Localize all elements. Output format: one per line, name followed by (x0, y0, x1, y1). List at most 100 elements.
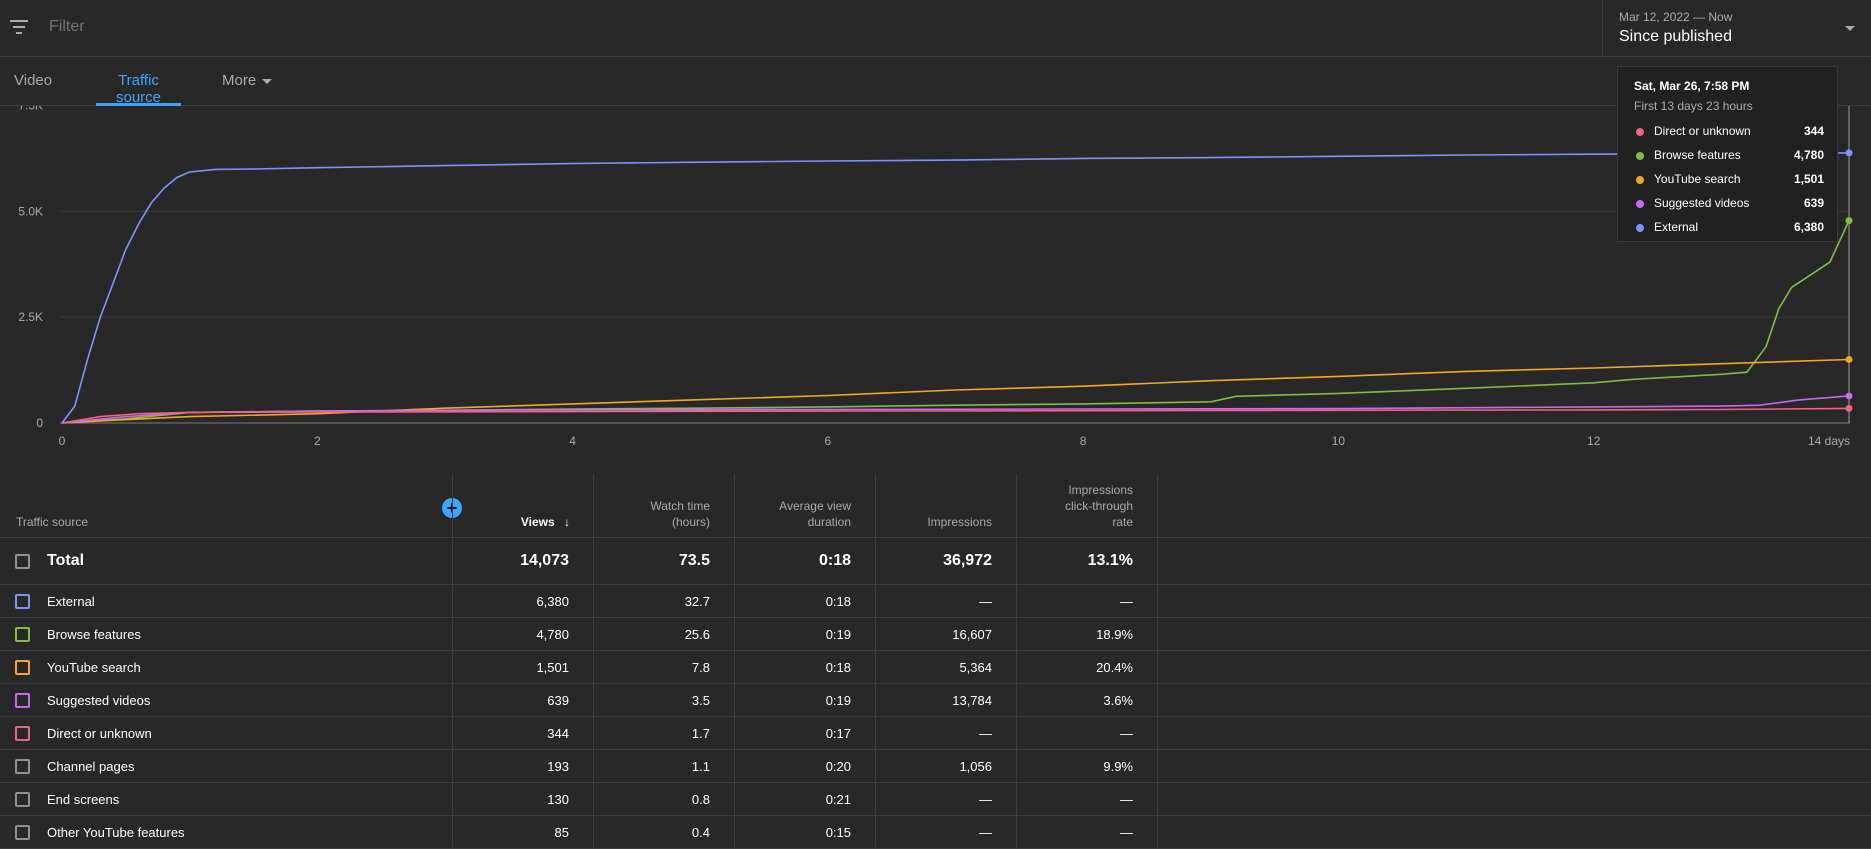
legend-dot (1636, 200, 1644, 208)
series-end-marker (1845, 355, 1853, 363)
row-name: Suggested videos (47, 693, 151, 708)
row-checkbox[interactable] (15, 825, 30, 840)
cell-ctr: 13.1% (1087, 552, 1133, 569)
cell-ctr: 20.4% (1096, 660, 1133, 675)
column-divider (875, 474, 876, 847)
tab-label: Video (14, 72, 53, 89)
date-range-label: Since published (1619, 28, 1732, 45)
x-tick-label: 0 (59, 434, 66, 448)
header-line: rate (1112, 515, 1133, 529)
x-tick-label: 12 (1587, 434, 1601, 448)
header-impressions[interactable]: Impressions (927, 515, 992, 529)
header-watch-time[interactable]: Watch time (hours) (590, 498, 710, 530)
row-name: Browse features (47, 627, 141, 642)
series-line (61, 152, 1850, 424)
date-range-dropdown[interactable]: Mar 12, 2022 — Now Since published (1602, 0, 1871, 57)
tooltip-row-name: Browse features (1654, 148, 1741, 162)
cell-watch-time: 73.5 (678, 552, 710, 569)
tab-traffic-source[interactable]: Traffic source (96, 72, 181, 106)
row-name: Other YouTube features (47, 825, 185, 840)
row-checkbox[interactable] (15, 554, 30, 569)
row-checkbox[interactable] (15, 792, 30, 807)
table-row[interactable]: External 6,380 32.7 0:18 — — (0, 585, 1871, 618)
cell-avg-duration: 0:17 (825, 726, 851, 741)
cell-avg-duration: 0:19 (825, 627, 851, 642)
x-tick-label: 14 days (1808, 434, 1850, 448)
row-checkbox[interactable] (15, 594, 30, 609)
row-checkbox[interactable] (15, 693, 30, 708)
cell-views: 639 (547, 693, 569, 708)
row-checkbox[interactable] (15, 660, 30, 675)
table-row[interactable]: End screens 130 0.8 0:21 — — (0, 783, 1871, 816)
cell-views: 85 (554, 825, 569, 840)
row-checkbox[interactable] (15, 627, 30, 642)
cell-impressions: — (979, 594, 992, 609)
x-tick-label: 2 (314, 434, 321, 448)
tab-video[interactable]: Video (14, 72, 52, 106)
row-name: YouTube search (47, 660, 141, 675)
date-range-text: Mar 12, 2022 — Now (1619, 10, 1733, 24)
tooltip-row: External 6,380 (1634, 220, 1824, 236)
tooltip-row: YouTube search 1,501 (1634, 172, 1824, 188)
cell-views: 130 (547, 792, 569, 807)
row-checkbox[interactable] (15, 759, 30, 774)
tooltip-row: Browse features 4,780 (1634, 148, 1824, 164)
x-tick-label: 6 (825, 434, 832, 448)
row-checkbox[interactable] (15, 726, 30, 741)
row-name: End screens (47, 792, 120, 807)
cell-avg-duration: 0:18 (818, 552, 851, 569)
cell-impressions: 1,056 (959, 759, 992, 774)
cell-watch-time: 25.6 (684, 627, 710, 642)
table-row[interactable]: YouTube search 1,501 7.8 0:18 5,364 20.4% (0, 651, 1871, 684)
cell-impressions: — (979, 726, 992, 741)
tooltip-subtitle: First 13 days 23 hours (1634, 99, 1753, 113)
y-tick-label: 0 (36, 416, 43, 430)
table-row[interactable]: Direct or unknown 344 1.7 0:17 — — (0, 717, 1871, 750)
cell-avg-duration: 0:20 (825, 759, 851, 774)
column-divider (593, 474, 594, 847)
cell-avg-duration: 0:19 (825, 693, 851, 708)
cell-watch-time: 1.1 (691, 759, 710, 774)
filter-input[interactable] (47, 17, 351, 37)
y-tick-label: 7.5K (18, 106, 43, 113)
chevron-down-icon (1845, 26, 1855, 31)
filter-icon[interactable] (10, 20, 30, 36)
cell-avg-duration: 0:18 (825, 660, 851, 675)
table-row[interactable]: Channel pages 193 1.1 0:20 1,056 9.9% (0, 750, 1871, 783)
cell-watch-time: 0.8 (691, 792, 710, 807)
cell-ctr: — (1120, 792, 1133, 807)
tooltip-row-value: 344 (1803, 124, 1824, 138)
header-views[interactable]: Views ↓ (452, 514, 570, 530)
cell-views: 193 (547, 759, 569, 774)
series-line (61, 358, 1850, 424)
table-row[interactable]: Other YouTube features 85 0.4 0:15 — — (0, 816, 1871, 849)
cell-views: 344 (547, 726, 569, 741)
arrow-down-icon: ↓ (564, 515, 570, 529)
tab-more[interactable]: More (222, 72, 273, 106)
x-tick-label: 10 (1332, 434, 1346, 448)
tooltip-row-value: 1,501 (1793, 172, 1824, 186)
cell-impressions: 13,784 (952, 693, 992, 708)
row-name: External (47, 594, 95, 609)
y-tick-label: 2.5K (18, 310, 43, 324)
header-line: click-through (1064, 499, 1133, 513)
table-row[interactable]: Browse features 4,780 25.6 0:19 16,607 18.9% (0, 618, 1871, 651)
column-divider (452, 474, 453, 847)
cell-ctr: 9.9% (1103, 759, 1133, 774)
tooltip-row-value: 6,380 (1793, 220, 1824, 234)
tab-label: Traffic source (115, 72, 162, 106)
header-avg-view-duration[interactable]: Average view duration (731, 498, 851, 530)
active-tab-indicator (96, 103, 181, 106)
column-divider (1157, 474, 1158, 847)
traffic-source-table: Traffic source + Views ↓ Watch time (hou… (0, 474, 1871, 849)
table-header: Traffic source + Views ↓ Watch time (hou… (0, 474, 1871, 538)
tooltip-row-name: Direct or unknown (1654, 124, 1751, 138)
tooltip-title: Sat, Mar 26, 7:58 PM (1634, 79, 1750, 93)
traffic-line-chart[interactable]: 0 2.5K 5.0K 7.5K 0 2 4 6 8 10 12 14 days (0, 106, 1871, 470)
header-ctr[interactable]: Impressions click-through rate (1013, 482, 1133, 530)
row-name: Total (47, 552, 85, 569)
tooltip-row-name: External (1654, 220, 1699, 234)
table-row[interactable]: Suggested videos 639 3.5 0:19 13,784 3.6% (0, 684, 1871, 717)
header-line: Watch time (650, 499, 710, 513)
cell-watch-time: 3.5 (691, 693, 710, 708)
